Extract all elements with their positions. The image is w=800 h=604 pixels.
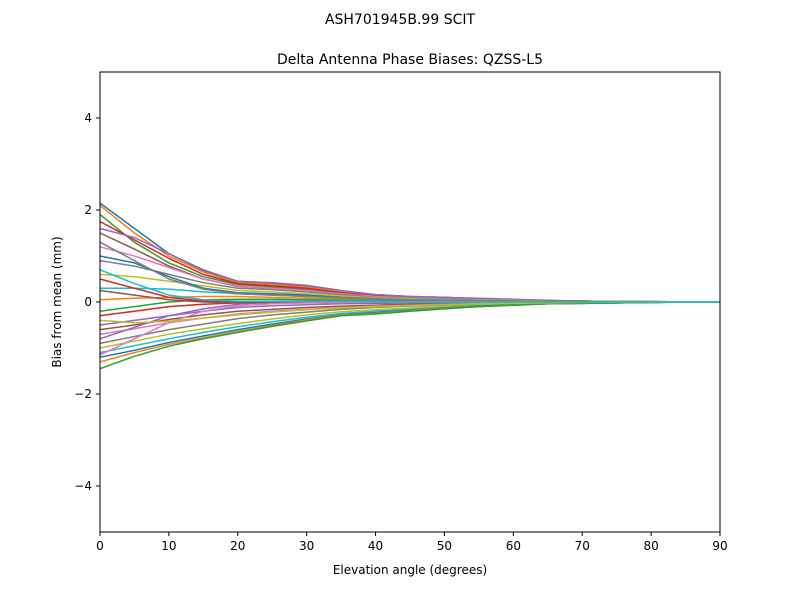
series-lines <box>99 202 720 370</box>
series-line-29 <box>99 269 720 303</box>
x-tick-label: 0 <box>96 539 104 553</box>
chart-title: Delta Antenna Phase Biases: QZSS-L5 <box>277 52 543 68</box>
series-line-2 <box>99 214 720 303</box>
x-tick-label: 70 <box>575 539 590 553</box>
series-line-10 <box>99 255 720 303</box>
x-tick-label: 80 <box>643 539 658 553</box>
series-line-22 <box>99 301 720 370</box>
x-tick-label: 30 <box>299 539 314 553</box>
y-tick-label: −4 <box>74 479 92 493</box>
x-tick-label: 90 <box>712 539 727 553</box>
x-tick-label: 10 <box>161 539 176 553</box>
series-line-1 <box>99 204 720 303</box>
x-tick-label: 20 <box>230 539 245 553</box>
x-tick-label: 50 <box>437 539 452 553</box>
series-line-0 <box>99 202 720 303</box>
y-tick-label: 0 <box>84 295 92 309</box>
x-tick-label: 40 <box>368 539 383 553</box>
y-tick-label: 2 <box>84 203 92 217</box>
y-axis-label: Bias from mean (mm) <box>50 236 64 367</box>
y-tick-label: 4 <box>84 111 92 125</box>
suptitle: ASH701945B.99 SCIT <box>325 12 476 28</box>
y-axis: −4 −2 0 2 4 <box>74 111 100 493</box>
series-line-3 <box>99 220 720 303</box>
x-axis-label: Elevation angle (degrees) <box>333 563 487 577</box>
x-axis: 0 10 20 30 40 50 60 70 80 90 <box>96 532 728 553</box>
y-tick-label: −2 <box>74 387 92 401</box>
x-tick-label: 60 <box>506 539 521 553</box>
